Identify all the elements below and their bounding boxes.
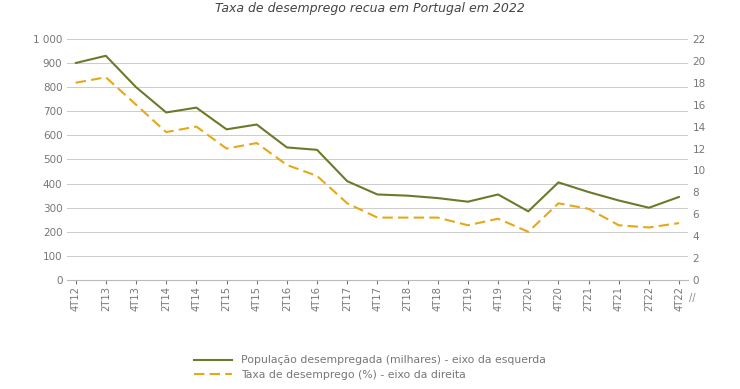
Text: //: // [690, 293, 696, 303]
Legend: População desempregada (milhares) - eixo da esquerda, Taxa de desemprego (%) - e: População desempregada (milhares) - eixo… [195, 356, 545, 380]
Text: Taxa de desemprego recua em Portugal em 2022: Taxa de desemprego recua em Portugal em … [215, 2, 525, 15]
